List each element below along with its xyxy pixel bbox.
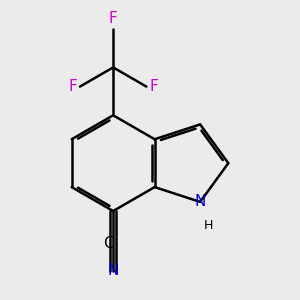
Text: F: F	[149, 79, 158, 94]
Text: F: F	[109, 11, 118, 26]
Text: C: C	[103, 236, 114, 251]
Text: N: N	[194, 194, 206, 209]
Text: N: N	[107, 263, 119, 278]
Text: H: H	[204, 219, 213, 232]
Text: F: F	[68, 79, 77, 94]
